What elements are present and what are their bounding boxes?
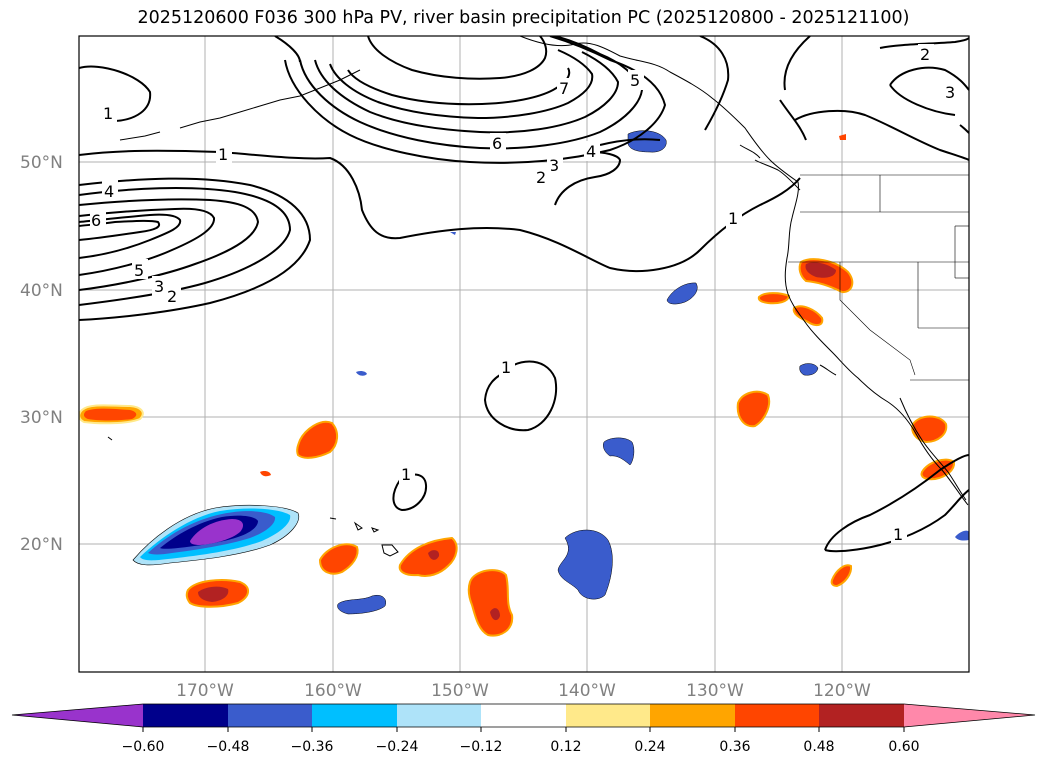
colorbar-segment (819, 704, 904, 727)
pv-label: 1 (218, 145, 228, 164)
lon-label-170w: 170°W (176, 681, 234, 701)
map-panel (79, 36, 969, 672)
colorbar: −0.60 −0.48 −0.36 −0.24 −0.12 0.12 0.24 … (11, 703, 1036, 755)
colorbar-segment (397, 704, 481, 727)
map-frame (78, 35, 970, 673)
political-borders (788, 174, 969, 381)
lat-label-50n: 50°N (20, 153, 63, 173)
precip-positive-areas (79, 134, 956, 637)
colorbar-tick-label: 0.24 (634, 739, 665, 755)
pv-label: 1 (501, 358, 511, 377)
pv-label: 6 (91, 211, 101, 230)
lon-label-120w: 120°W (813, 681, 871, 701)
colorbar-tick-label: −0.60 (122, 739, 165, 755)
pv-label: 5 (630, 71, 640, 90)
colorbar-tick-label: −0.12 (460, 739, 503, 755)
pv-label: 1 (893, 525, 903, 544)
colorbar-extend-low (12, 704, 143, 727)
colorbar-tick-label: −0.24 (376, 739, 419, 755)
pv-label: 3 (945, 83, 955, 102)
pv-label: 2 (167, 287, 177, 306)
lat-label-40n: 40°N (20, 281, 63, 301)
colorbar-segment (312, 704, 397, 727)
pv-label: 6 (492, 134, 502, 153)
lat-label-30n: 30°N (20, 408, 63, 428)
colorbar-tick-label: −0.48 (207, 739, 250, 755)
colorbar-tick-label: 0.48 (803, 739, 834, 755)
pv-label: 2 (536, 168, 546, 187)
pv-contours (79, 36, 969, 553)
pv-label: 1 (401, 465, 411, 484)
colorbar-tick-label: 0.36 (719, 739, 750, 755)
colorbar-extend-high (904, 704, 1035, 727)
pv-label: 7 (559, 79, 569, 98)
coastlines (119, 36, 969, 506)
lon-label-150w: 150°W (431, 681, 489, 701)
lon-label-140w: 140°W (558, 681, 616, 701)
longitude-labels: 170°W 160°W 150°W 140°W 130°W 120°W (176, 681, 871, 701)
colorbar-tick-label: 0.60 (888, 739, 919, 755)
pv-contour-labels: 1 1 4 6 5 3 2 6 7 5 4 3 2 1 2 3 1 1 1 (90, 44, 959, 544)
latitude-labels: 50°N 40°N 30°N 20°N (20, 153, 63, 555)
pv-label: 2 (920, 45, 930, 64)
colorbar-segment (143, 704, 228, 727)
colorbar-segment (481, 704, 566, 727)
pv-label: 4 (586, 142, 596, 161)
islands (107, 436, 399, 557)
pv-label: 1 (728, 209, 738, 228)
pv-label: 4 (104, 182, 114, 201)
colorbar-segment (566, 704, 650, 727)
colorbar-tick-label: 0.12 (550, 739, 581, 755)
precip-negative-areas (132, 130, 969, 615)
colorbar-tick-label: −0.36 (291, 739, 334, 755)
colorbar-segment (735, 704, 819, 727)
pv-label: 5 (134, 261, 144, 280)
lon-label-160w: 160°W (304, 681, 362, 701)
lat-label-20n: 20°N (20, 535, 63, 555)
colorbar-segment (228, 704, 312, 727)
lon-label-130w: 130°W (686, 681, 744, 701)
colorbar-segment (650, 704, 735, 727)
map-title: 2025120600 F036 300 hPa PV, river basin … (137, 8, 910, 28)
pv-label: 1 (103, 104, 113, 123)
pv-label: 3 (154, 277, 164, 296)
pv-label: 3 (549, 156, 559, 175)
